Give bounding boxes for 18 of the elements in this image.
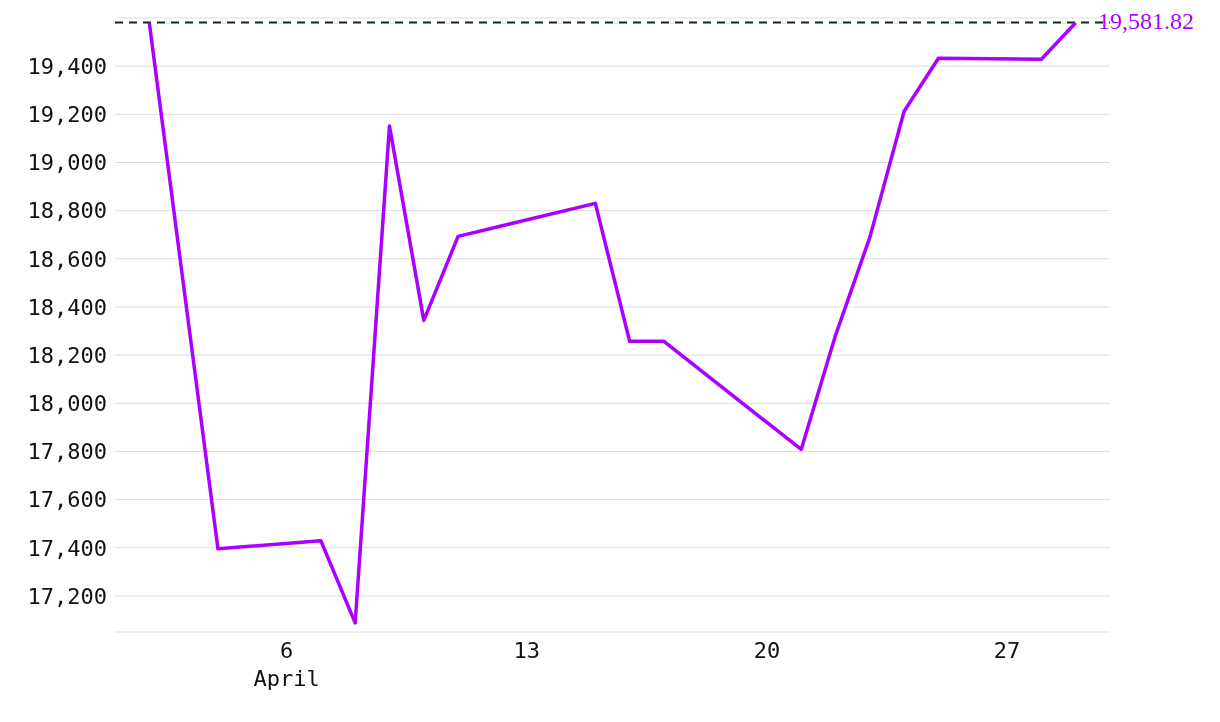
- y-tick-label: 19,200: [27, 102, 107, 128]
- y-tick-label: 18,200: [27, 342, 107, 368]
- y-tick-label: 17,200: [27, 583, 107, 609]
- y-tick-label: 18,800: [27, 198, 107, 224]
- y-tick-label: 19,400: [27, 53, 107, 79]
- y-tick-label: 18,000: [27, 391, 107, 417]
- x-tick-label: 13: [513, 638, 540, 663]
- y-tick-label: 18,600: [27, 246, 107, 272]
- ref-line-label: 19,581.82: [1098, 8, 1194, 35]
- y-tick-label: 17,600: [27, 487, 107, 513]
- x-tick-label: 27: [993, 638, 1021, 663]
- line-series: [147, 21, 1078, 625]
- y-tick-label: 18,400: [27, 294, 107, 320]
- x-tick-label: 6 April: [253, 638, 320, 691]
- y-tick-label: 17,400: [27, 535, 107, 561]
- x-tick-label: 20: [753, 638, 781, 663]
- y-tick-label: 19,000: [27, 150, 107, 176]
- y-tick-label: 17,800: [27, 439, 107, 465]
